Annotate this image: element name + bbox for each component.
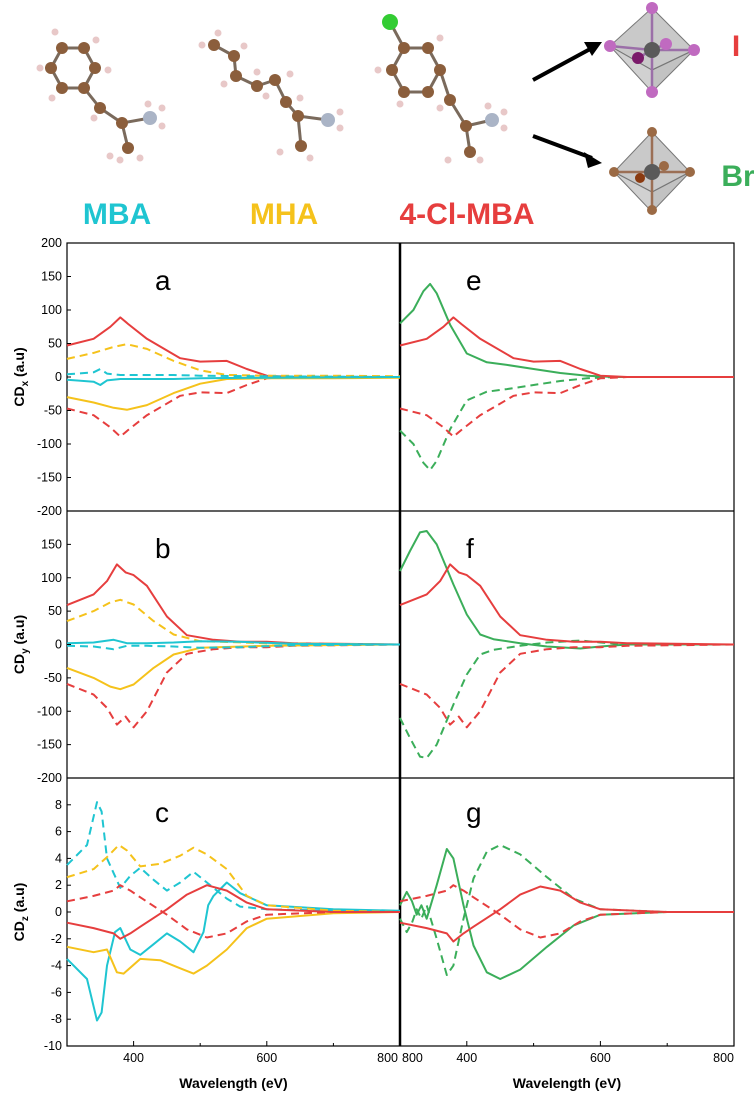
series-line-g-0 [399,848,734,980]
y-tick-label: 0 [55,905,62,919]
series-line-b-2 [66,598,401,646]
x-tick-label: 800 [402,1051,423,1065]
iodide-octahedron-icon [604,2,700,98]
x-tick-label: 400 [123,1051,144,1065]
y-tick-label: -150 [37,471,62,485]
series-line-b-0 [66,563,401,646]
molecule-label-4-cl-mba: 4-Cl-MBA [400,198,535,231]
y-tick-label: 100 [41,303,62,317]
y-tick-label: -10 [44,1039,62,1053]
panel-label-c: c [155,797,169,828]
series-line-c-2 [66,844,401,913]
series-line-b-4 [66,638,401,646]
series-line-f-0 [399,530,734,650]
arrow-to-bromide-icon [532,134,602,168]
y-tick-label: -4 [51,959,62,973]
x-axis-label: Wavelength (eV) [513,1075,621,1091]
y-tick-label: -150 [37,738,62,752]
y-tick-label: 0 [55,638,62,652]
y-tick-label: 50 [48,337,62,351]
series-line-e-3 [399,376,734,438]
series-line-a-2 [66,343,401,378]
molecule-mha-icon [198,29,344,162]
panel-label-e: e [466,265,482,296]
series-line-g-2 [399,885,734,943]
panel-label-f: f [466,533,474,564]
series-line-a-1 [66,376,400,438]
series-line-f-3 [399,643,735,729]
series-line-e-1 [399,376,734,472]
y-tick-label: -2 [51,932,62,946]
series-line-e-0 [399,282,734,378]
series-line-b-1 [66,643,401,729]
y-tick-label: 150 [41,270,62,284]
y-tick-label: -100 [37,704,62,718]
series-line-c-1 [66,881,401,1022]
series-line-f-1 [399,639,734,759]
y-tick-label: -200 [37,771,62,785]
y-axis-label: CDx (a.u) [11,347,31,406]
y-tick-label: -200 [37,504,62,518]
x-tick-label: 800 [713,1051,734,1065]
y-tick-label: -100 [37,437,62,451]
y-axis-label: CDy (a.u) [11,615,31,674]
x-tick-label: 600 [590,1051,611,1065]
x-axis-label: Wavelength (eV) [179,1075,287,1091]
y-tick-label: -50 [44,671,62,685]
x-tick-label: 800 [377,1051,398,1065]
y-tick-label: 6 [55,825,62,839]
y-tick-label: 100 [41,571,62,585]
panel-label-g: g [466,797,482,828]
molecule-label-mba: MBA [83,198,151,231]
y-tick-label: 200 [41,236,62,250]
series-line-a-0 [66,316,400,378]
series-line-g-1 [399,844,734,976]
y-tick-label: 2 [55,878,62,892]
molecule-label-mha: MHA [250,198,318,231]
y-tick-label: -8 [51,1012,62,1026]
series-line-c-5 [66,884,400,939]
y-tick-label: 8 [55,798,62,812]
series-line-a-4 [66,368,401,378]
series-line-b-5 [66,643,401,651]
y-axis-label: CDz (a.u) [11,883,31,942]
series-line-c-3 [66,911,401,975]
series-line-b-3 [66,643,401,691]
halide-label-bromide: Br [721,160,754,193]
x-tick-label: 600 [256,1051,277,1065]
series-line-a-5 [66,376,401,386]
x-tick-label: 400 [456,1051,477,1065]
y-tick-label: 4 [55,851,62,865]
molecule-mba-icon [36,28,166,164]
series-line-g-3 [399,884,734,939]
series-line-c-0 [66,801,401,913]
series-line-a-3 [66,376,401,411]
panel-label-b: b [155,533,171,564]
halide-label-iodide: I [732,30,740,63]
y-tick-label: 150 [41,537,62,551]
series-line-c-4 [66,884,400,940]
y-tick-label: -6 [51,985,62,999]
molecule-4-cl-mba-icon [374,14,508,164]
panel-label-a: a [155,265,171,296]
series-line-e-2 [399,316,734,378]
y-tick-label: -50 [44,404,62,418]
y-tick-label: 0 [55,370,62,384]
series-line-f-2 [399,563,735,646]
bromide-octahedron-icon [609,127,695,215]
y-tick-label: 50 [48,604,62,618]
arrow-to-iodide-icon [532,42,602,82]
